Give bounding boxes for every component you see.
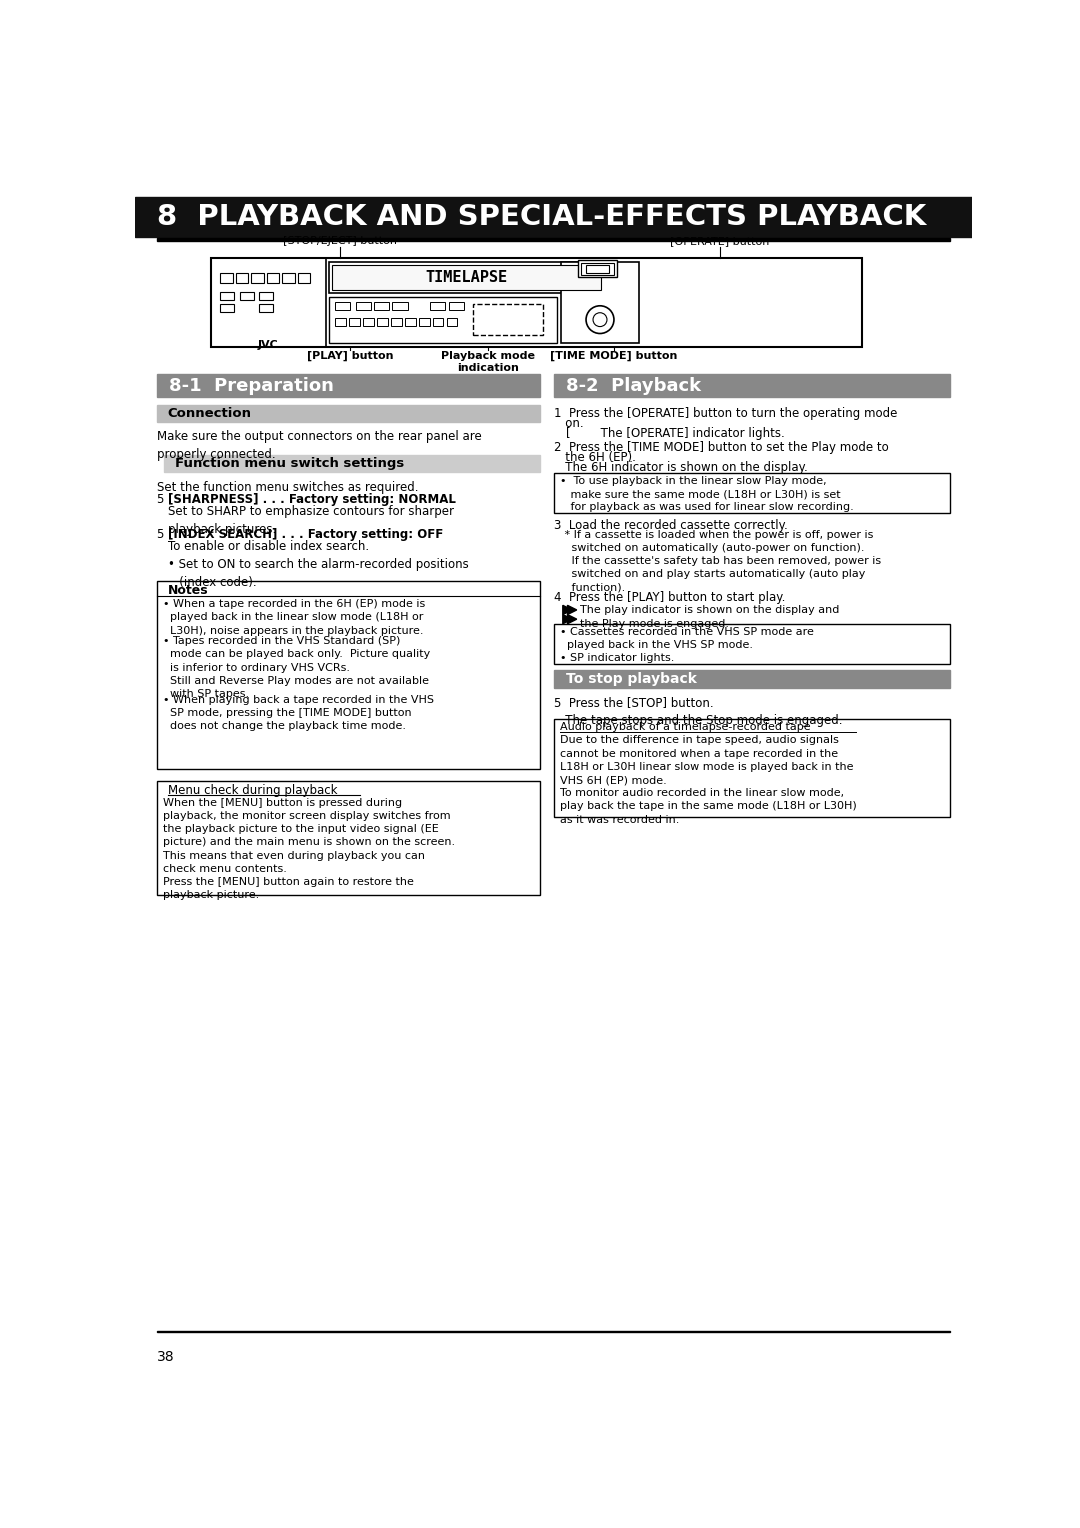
Bar bbox=[211, 258, 862, 347]
Text: 3  Load the recorded cassette correctly.: 3 Load the recorded cassette correctly. bbox=[554, 520, 787, 532]
Text: 2  Press the [TIME MODE] button to set the Play mode to: 2 Press the [TIME MODE] button to set th… bbox=[554, 440, 888, 454]
Polygon shape bbox=[563, 605, 572, 614]
Text: The 6H indicator is shown on the display.: The 6H indicator is shown on the display… bbox=[554, 460, 807, 474]
Bar bbox=[554, 623, 950, 663]
Text: Set to SHARP to emphasize contours for sharper
playback pictures.: Set to SHARP to emphasize contours for s… bbox=[167, 506, 454, 536]
Bar bbox=[392, 303, 408, 310]
Bar bbox=[554, 718, 950, 817]
Bar bbox=[157, 781, 540, 895]
Bar bbox=[374, 303, 389, 310]
Bar bbox=[473, 304, 542, 335]
Bar bbox=[157, 238, 950, 241]
Text: [PLAY] button: [PLAY] button bbox=[307, 351, 394, 362]
Bar bbox=[446, 318, 458, 325]
Bar bbox=[554, 472, 950, 513]
Bar bbox=[220, 304, 234, 312]
Text: •  To use playback in the linear slow Play mode,
   make sure the same mode (L18: • To use playback in the linear slow Pla… bbox=[559, 475, 853, 512]
Circle shape bbox=[586, 306, 613, 333]
Text: 5  Press the [STOP] button.
   The tape stops and the Stop mode is engaged.: 5 Press the [STOP] button. The tape stop… bbox=[554, 697, 842, 727]
Bar bbox=[282, 274, 295, 283]
Text: To enable or disable index search.
• Set to ON to search the alarm-recorded posi: To enable or disable index search. • Set… bbox=[167, 539, 469, 588]
Text: 8  PLAYBACK AND SPECIAL-EFFECTS PLAYBACK: 8 PLAYBACK AND SPECIAL-EFFECTS PLAYBACK bbox=[157, 203, 926, 231]
Bar bbox=[220, 292, 234, 299]
Text: • When a tape recorded in the 6H (EP) mode is
  played back in the linear slow m: • When a tape recorded in the 6H (EP) mo… bbox=[163, 599, 426, 636]
Bar bbox=[157, 581, 540, 769]
Text: * If a cassette is loaded when the power is off, power is
     switched on autom: * If a cassette is loaded when the power… bbox=[554, 530, 880, 593]
Text: Due to the difference in tape speed, audio signals
cannot be monitored when a ta: Due to the difference in tape speed, aud… bbox=[559, 735, 856, 825]
Text: 4  Press the [PLAY] button to start play.: 4 Press the [PLAY] button to start play. bbox=[554, 591, 785, 605]
Text: Notes: Notes bbox=[167, 584, 208, 597]
Text: • Tapes recorded in the VHS Standard (SP)
  mode can be played back only.  Pictu: • Tapes recorded in the VHS Standard (SP… bbox=[163, 636, 430, 698]
Bar bbox=[259, 292, 273, 299]
Text: 5: 5 bbox=[157, 529, 172, 541]
Bar bbox=[562, 261, 638, 342]
Polygon shape bbox=[567, 605, 577, 614]
Text: [OPERATE] button: [OPERATE] button bbox=[671, 237, 770, 246]
Text: 5: 5 bbox=[157, 494, 172, 506]
Bar bbox=[335, 303, 350, 310]
Bar bbox=[157, 374, 540, 397]
Bar bbox=[449, 303, 464, 310]
Text: 8-2  Playback: 8-2 Playback bbox=[566, 377, 701, 394]
Bar bbox=[135, 197, 972, 237]
Bar bbox=[241, 292, 255, 299]
Bar bbox=[235, 274, 248, 283]
Text: [SHARPNESS] . . . Factory setting: NORMAL: [SHARPNESS] . . . Factory setting: NORMA… bbox=[167, 494, 456, 506]
Text: When the [MENU] button is pressed during
playback, the monitor screen display sw: When the [MENU] button is pressed during… bbox=[163, 798, 455, 900]
Bar bbox=[554, 374, 950, 397]
Text: [        The [OPERATE] indicator lights.: [ The [OPERATE] indicator lights. bbox=[566, 426, 785, 440]
Text: 38: 38 bbox=[157, 1349, 174, 1365]
Bar bbox=[433, 318, 444, 325]
Bar bbox=[419, 318, 430, 325]
Bar bbox=[335, 318, 346, 325]
Text: [TIME MODE] button: [TIME MODE] button bbox=[551, 351, 677, 362]
Text: 8-1  Preparation: 8-1 Preparation bbox=[170, 377, 334, 394]
Text: on.: on. bbox=[554, 417, 583, 429]
Text: Connection: Connection bbox=[167, 406, 252, 420]
Text: Menu check during playback: Menu check during playback bbox=[167, 784, 337, 798]
Text: • When playing back a tape recorded in the VHS
  SP mode, pressing the [TIME MOD: • When playing back a tape recorded in t… bbox=[163, 695, 434, 730]
Polygon shape bbox=[563, 614, 572, 623]
Bar bbox=[377, 318, 388, 325]
Bar bbox=[405, 318, 416, 325]
Text: Playback mode
indication: Playback mode indication bbox=[441, 351, 535, 373]
Text: TIMELAPSE: TIMELAPSE bbox=[426, 270, 508, 284]
Text: The play indicator is shown on the display and
the Play mode is engaged.: The play indicator is shown on the displ… bbox=[580, 605, 839, 630]
Bar bbox=[554, 669, 950, 689]
Bar bbox=[259, 304, 273, 312]
Text: the 6H (EP).: the 6H (EP). bbox=[554, 451, 635, 463]
Bar bbox=[328, 261, 604, 293]
Bar bbox=[252, 274, 264, 283]
Bar bbox=[332, 264, 600, 290]
Bar bbox=[581, 263, 613, 275]
Text: 1  Press the [OPERATE] button to turn the operating mode: 1 Press the [OPERATE] button to turn the… bbox=[554, 406, 896, 420]
Text: Make sure the output connectors on the rear panel are
properly connected.: Make sure the output connectors on the r… bbox=[157, 429, 482, 461]
Bar bbox=[391, 318, 402, 325]
Text: Function menu switch settings: Function menu switch settings bbox=[175, 457, 405, 471]
Text: JVC: JVC bbox=[258, 341, 279, 350]
Text: Audio playback of a timelapse-recorded tape: Audio playback of a timelapse-recorded t… bbox=[559, 721, 810, 732]
Bar bbox=[298, 274, 310, 283]
Text: To stop playback: To stop playback bbox=[566, 672, 697, 686]
Bar bbox=[328, 296, 557, 342]
Bar bbox=[363, 318, 374, 325]
Text: [INDEX SEARCH] . . . Factory setting: OFF: [INDEX SEARCH] . . . Factory setting: OF… bbox=[167, 529, 443, 541]
Bar bbox=[220, 274, 232, 283]
Bar bbox=[267, 274, 279, 283]
Bar bbox=[430, 303, 445, 310]
Bar bbox=[157, 405, 540, 422]
Text: [STOP/EJECT] button: [STOP/EJECT] button bbox=[283, 237, 397, 246]
Polygon shape bbox=[567, 614, 577, 623]
Text: Set the function menu switches as required.: Set the function menu switches as requir… bbox=[157, 481, 418, 494]
Bar bbox=[586, 264, 609, 272]
Bar bbox=[349, 318, 360, 325]
Text: • Cassettes recorded in the VHS SP mode are
  played back in the VHS SP mode.
• : • Cassettes recorded in the VHS SP mode … bbox=[559, 626, 813, 663]
Bar bbox=[164, 455, 540, 472]
Bar bbox=[356, 303, 372, 310]
Circle shape bbox=[593, 313, 607, 327]
Bar bbox=[578, 260, 617, 277]
